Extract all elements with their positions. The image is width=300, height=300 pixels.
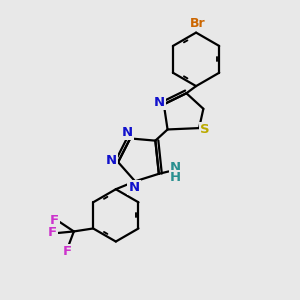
Text: F: F — [50, 214, 59, 227]
Text: F: F — [62, 244, 72, 258]
Text: F: F — [48, 226, 57, 239]
Text: N: N — [154, 96, 165, 109]
Text: N: N — [169, 161, 181, 174]
Text: H: H — [169, 171, 181, 184]
Text: N: N — [122, 126, 133, 139]
Text: S: S — [200, 123, 209, 136]
Text: N: N — [106, 154, 117, 167]
Text: Br: Br — [190, 17, 206, 30]
Text: N: N — [128, 181, 140, 194]
